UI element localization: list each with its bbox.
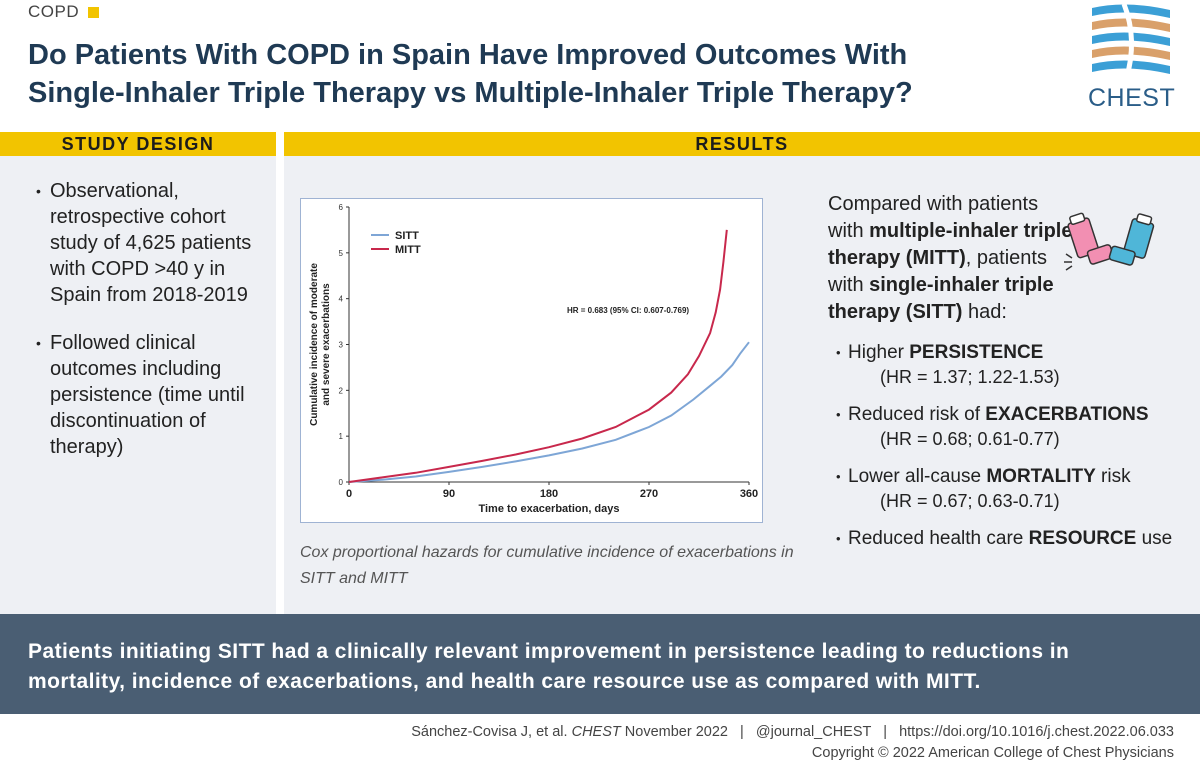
legend-label: SITT [395,230,419,242]
x-axis-label: Time to exacerbation, days [478,503,619,515]
citation-date: November 2022 [620,724,728,740]
results-heading: RESULTS [284,132,1200,156]
hr-annotation: HR = 0.683 (95% CI: 0.607-0.769) [567,306,689,315]
finding-keyword: PERSISTENCE [909,342,1044,363]
list-item: Higher PERSISTENCE (HR = 1.37; 1.22-1.53… [836,341,1186,389]
citation-authors: Sánchez-Covisa J, et al. [411,724,572,740]
series-line-sitt [348,341,750,483]
copyright-text: Copyright © 2022 American College of Che… [811,745,1174,761]
finding-text: Reduced risk of [848,404,986,425]
findings-list: Higher PERSISTENCE (HR = 1.37; 1.22-1.53… [836,341,1186,565]
study-design-heading: STUDY DESIGN [0,132,276,156]
study-design-list: Observational, retrospective cohort stud… [36,178,268,482]
list-item: Reduced risk of EXACERBATIONS (HR = 0.68… [836,403,1186,451]
intro-mitt: multiple-inhaler triple therapy (MITT) [828,220,1073,269]
legend-label: MITT [395,244,421,256]
finding-keyword: MORTALITY [986,466,1096,487]
cumulative-incidence-chart: 0 1 2 3 4 5 6 0 90 180 270 360 Time to exacerbation,… [300,198,763,523]
y-tick-label: 4 [339,295,344,304]
citation-journal: CHEST [571,724,621,740]
citation-line: Sánchez-Covisa J, et al. CHEST November … [411,722,1174,743]
chart-svg: 0 1 2 3 4 5 6 0 90 180 270 360 Time to exacerbation,… [309,203,758,515]
chest-logo-icon [1092,3,1170,81]
x-tick-label: 90 [443,488,455,500]
topic-text: COPD [28,2,80,21]
y-tick-label: 3 [339,341,344,350]
y-tick-label: 2 [339,386,344,395]
finding-keyword: RESOURCE [1028,528,1137,549]
inhaler-icon [1064,212,1155,271]
citation-footer: Sánchez-Covisa J, et al. CHEST November … [411,722,1174,763]
y-tick-label: 1 [339,432,344,441]
finding-text: use [1136,528,1173,549]
finding-text: Reduced health care [848,528,1029,549]
finding-hr: (HR = 1.37; 1.22-1.53) [880,367,1060,387]
doi-link[interactable]: https://doi.org/10.1016/j.chest.2022.06.… [899,724,1174,740]
separator: | [883,724,887,740]
intro-sitt: single-inhaler triple therapy (SITT) [828,274,1054,323]
intro-text-1: Compared with patients with [828,193,1039,242]
y-axis-label: and severe exacerbations [321,283,332,406]
x-tick-label: 270 [640,488,658,500]
topic-label: COPD [28,2,100,22]
list-item: Lower all-cause MORTALITY risk (HR = 0.6… [836,465,1186,513]
x-tick-label: 180 [540,488,558,500]
list-item: Observational, retrospective cohort stud… [36,178,268,308]
title-line-1: Do Patients With COPD in Spain Have Impr… [28,39,908,71]
finding-text: Higher [848,342,910,363]
list-item: Followed clinical outcomes including per… [36,330,268,460]
x-tick-label: 0 [346,488,352,500]
twitter-handle-link[interactable]: @journal_CHEST [755,724,872,740]
intro-text-3: had: [962,301,1007,323]
y-axis-label: Cumulative incidence of moderate [309,263,320,426]
finding-hr: (HR = 0.67; 0.63-0.71) [880,491,1060,511]
chest-logo-text: CHEST [1088,84,1176,112]
topic-marker-icon [88,6,100,18]
y-tick-label: 0 [339,478,344,487]
chart-caption: Cox proportional hazards for cumulative … [300,544,794,587]
intro-text-2: , patients with [828,247,1047,296]
x-tick-label: 360 [740,488,758,500]
finding-hr: (HR = 0.68; 0.61-0.77) [880,429,1060,449]
separator: | [740,724,744,740]
conclusion-banner: Patients initiating SITT had a clinicall… [0,614,1200,714]
y-tick-label: 6 [339,203,344,212]
y-tick-label: 5 [339,249,344,258]
series-line-mitt [348,229,728,483]
finding-text: risk [1095,466,1131,487]
finding-text: Lower all-cause [848,466,987,487]
page-title: Do Patients With COPD in Spain Have Impr… [28,36,1068,112]
title-line-2: Single-Inhaler Triple Therapy vs Multipl… [28,77,913,109]
results-intro: Compared with patients with multiple-inh… [828,191,1078,326]
finding-keyword: EXACERBATIONS [985,404,1149,425]
list-item: Reduced health care RESOURCE use [836,527,1186,551]
